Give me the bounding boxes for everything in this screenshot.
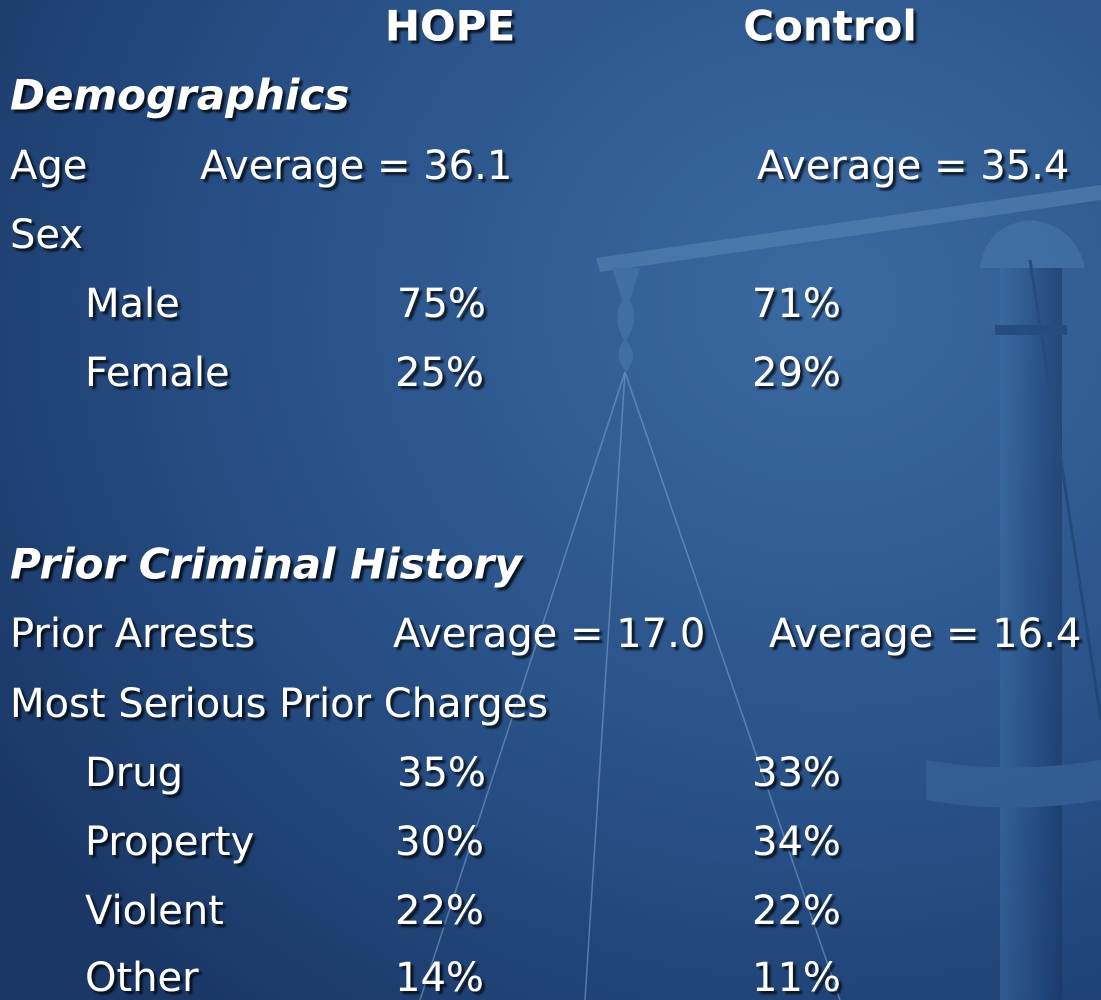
control-value: Average = 16.4 xyxy=(769,611,1081,657)
section-title: Demographics xyxy=(10,71,349,120)
row-label: Female xyxy=(85,350,230,396)
row-label: Most Serious Prior Charges xyxy=(10,681,548,727)
control-value: 29% xyxy=(752,350,841,396)
hope-value: 30% xyxy=(395,819,484,865)
control-value: Average = 35.4 xyxy=(757,143,1069,189)
hope-value: 25% xyxy=(395,350,484,396)
column-header: HOPE xyxy=(385,2,515,51)
row-label: Sex xyxy=(10,212,83,258)
hope-value: 35% xyxy=(397,750,486,796)
hope-value: 14% xyxy=(395,955,484,1000)
slide: HOPE Control Demographics Age Average = … xyxy=(0,0,1101,1000)
hope-value: 75% xyxy=(397,281,486,327)
row-label: Age xyxy=(10,143,87,189)
control-value: 71% xyxy=(752,281,841,327)
control-value: 11% xyxy=(752,955,841,1000)
row-label: Property xyxy=(85,819,254,865)
row-label: Male xyxy=(85,281,180,327)
control-value: 33% xyxy=(752,750,841,796)
row-label: Violent xyxy=(85,888,224,934)
hope-value: 22% xyxy=(395,888,484,934)
column-header: Control xyxy=(743,2,917,51)
row-label: Drug xyxy=(85,750,183,796)
section-title: Prior Criminal History xyxy=(10,540,523,589)
hope-value: Average = 17.0 xyxy=(393,611,705,657)
page: {"header": {"columns": ["HOPE", "Control… xyxy=(0,0,1101,1000)
row-label: Other xyxy=(85,955,199,1000)
control-value: 22% xyxy=(752,888,841,934)
row-label: Prior Arrests xyxy=(10,611,255,657)
control-value: 34% xyxy=(752,819,841,865)
hope-value: Average = 36.1 xyxy=(200,143,512,189)
